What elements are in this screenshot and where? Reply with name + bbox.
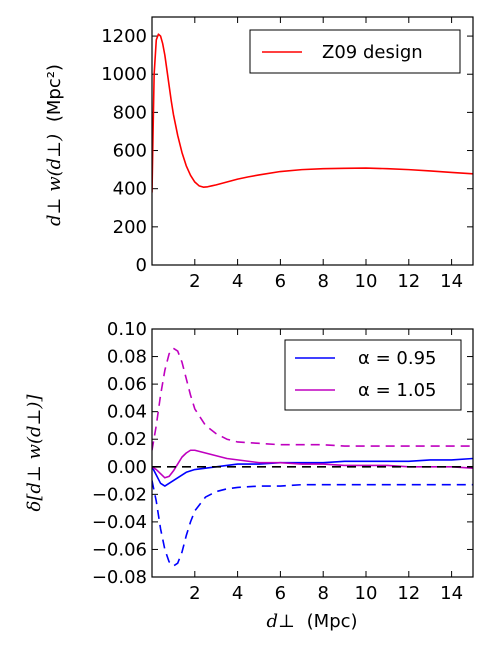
top-x-tick-label: 4 [232, 271, 243, 292]
top-ticks [152, 17, 473, 266]
bottom-series-line-1 [152, 449, 473, 479]
bottom-x-axis-label: d⊥ (Mpc) [266, 611, 357, 632]
bottom-y-tick-label: −0.06 [92, 539, 147, 560]
top-x-tick-label: 2 [189, 271, 200, 292]
bottom-ylabel-math: δ[d⊥ w(d⊥)] [24, 394, 45, 512]
bottom-series-line-0 [152, 457, 473, 487]
bottom-panel: 2 4 6 8 10 12 14 −0.08 −0.06 −0.04 −0.02 0.00 0.02 0… [24, 319, 474, 632]
bottom-y-tick-label: 0.06 [107, 374, 147, 395]
top-legend-label-z09: Z09 design [322, 42, 423, 63]
top-legend: Z09 design [249, 29, 461, 74]
bottom-legend: α = 0.95 α = 1.05 [284, 339, 462, 411]
bottom-y-tick-label: −0.02 [92, 484, 147, 505]
top-y-tick-labels: 0 200 400 600 800 1000 1200 [101, 26, 147, 276]
bottom-y-tick-label: 0.04 [107, 402, 147, 423]
bottom-series-group [152, 347, 473, 567]
top-series-line-0 [152, 33, 473, 193]
top-x-tick-label: 8 [317, 271, 328, 292]
bottom-x-tick-label: 12 [397, 583, 420, 604]
svg-text:δ[d⊥ w(d⊥)]: δ[d⊥ w(d⊥)] [24, 394, 45, 512]
bottom-x-tick-label: 14 [440, 583, 463, 604]
bottom-x-tick-label: 2 [189, 583, 200, 604]
top-x-tick-label: 10 [355, 271, 378, 292]
bottom-xlabel-math: d⊥ [266, 611, 294, 632]
bottom-axes-frame [151, 328, 474, 578]
bottom-legend-box [284, 339, 462, 411]
bottom-y-tick-label: 0.02 [107, 429, 147, 450]
bottom-legend-label-105: α = 1.05 [358, 380, 436, 401]
top-series-group [152, 33, 473, 193]
top-ylabel-math: d⊥ w(d⊥) [44, 134, 65, 226]
bottom-y-tick-label: 0.08 [107, 347, 147, 368]
bottom-y-axis-label: δ[d⊥ w(d⊥)] [24, 394, 45, 512]
top-y-tick-label: 0 [136, 255, 147, 276]
top-y-tick-label: 200 [113, 217, 147, 238]
bottom-x-tick-labels: 2 4 6 8 10 12 14 [189, 583, 463, 604]
bottom-y-tick-labels: −0.08 −0.06 −0.04 −0.02 0.00 0.02 0.04 0.06 0.08… [92, 319, 147, 588]
top-y-tick-label: 400 [113, 179, 147, 200]
top-x-tick-label: 6 [275, 271, 286, 292]
top-y-tick-label: 600 [113, 141, 147, 162]
svg-text:d⊥ w(d⊥) (Mpc²): d⊥ w(d⊥) (Mpc²) [44, 64, 65, 226]
top-x-tick-label: 14 [440, 271, 463, 292]
bottom-y-tick-label: 0.00 [107, 457, 147, 478]
top-ylabel-unit: (Mpc²) [44, 64, 65, 122]
bottom-x-tick-label: 6 [275, 583, 286, 604]
bottom-y-tick-label: 0.10 [107, 319, 147, 340]
top-y-tick-label: 800 [113, 102, 147, 123]
top-panel: 2 4 6 8 10 12 14 0 200 400 600 800 1000 1200 d⊥ w(d⊥… [44, 16, 474, 292]
top-x-tick-labels: 2 4 6 8 10 12 14 [189, 271, 463, 292]
bottom-x-tick-label: 8 [317, 583, 328, 604]
bottom-x-tick-label: 4 [232, 583, 243, 604]
top-y-axis-label: d⊥ w(d⊥) (Mpc²) [44, 64, 65, 226]
top-y-tick-label: 1000 [101, 64, 147, 85]
bottom-y-tick-label: −0.08 [92, 567, 147, 588]
bottom-x-tick-label: 10 [355, 583, 378, 604]
bottom-y-tick-label: −0.04 [92, 512, 147, 533]
top-y-tick-label: 1200 [101, 26, 147, 47]
bottom-series-line-2 [152, 480, 473, 567]
bottom-legend-label-095: α = 0.95 [358, 348, 436, 369]
top-axes-frame [151, 16, 474, 266]
top-x-tick-label: 12 [397, 271, 420, 292]
svg-text:d⊥ (Mpc): d⊥ (Mpc) [266, 611, 357, 632]
bottom-xlabel-unit: (Mpc) [307, 611, 358, 632]
